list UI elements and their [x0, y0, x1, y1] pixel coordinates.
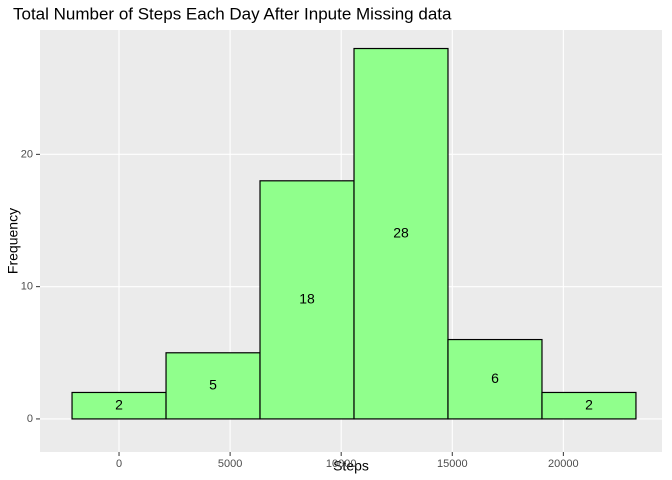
- y-tick-label: 20: [21, 148, 33, 160]
- y-tick-label: 0: [27, 413, 33, 425]
- x-tick-label: 10000: [326, 458, 357, 470]
- data-label: 5: [209, 377, 217, 393]
- x-axis-label: Steps: [333, 458, 369, 474]
- data-label: 6: [491, 370, 499, 386]
- data-label: 2: [585, 396, 593, 412]
- chart-title: Total Number of Steps Each Day After Inp…: [13, 4, 452, 23]
- y-tick-label: 10: [21, 281, 33, 293]
- data-label: 2: [115, 396, 123, 412]
- data-label: 28: [393, 224, 409, 240]
- y-axis-label: Frequency: [5, 208, 21, 274]
- x-tick-label: 20000: [548, 458, 579, 470]
- x-tick-label: 5000: [218, 458, 242, 470]
- bar: [541, 391, 637, 420]
- bar: [71, 391, 167, 420]
- bar: [259, 180, 355, 420]
- bar: [447, 338, 543, 420]
- x-tick-label: 15000: [437, 458, 468, 470]
- x-tick-label: 0: [116, 458, 122, 470]
- bar: [165, 352, 261, 420]
- data-label: 18: [299, 291, 315, 307]
- bar: [353, 47, 449, 420]
